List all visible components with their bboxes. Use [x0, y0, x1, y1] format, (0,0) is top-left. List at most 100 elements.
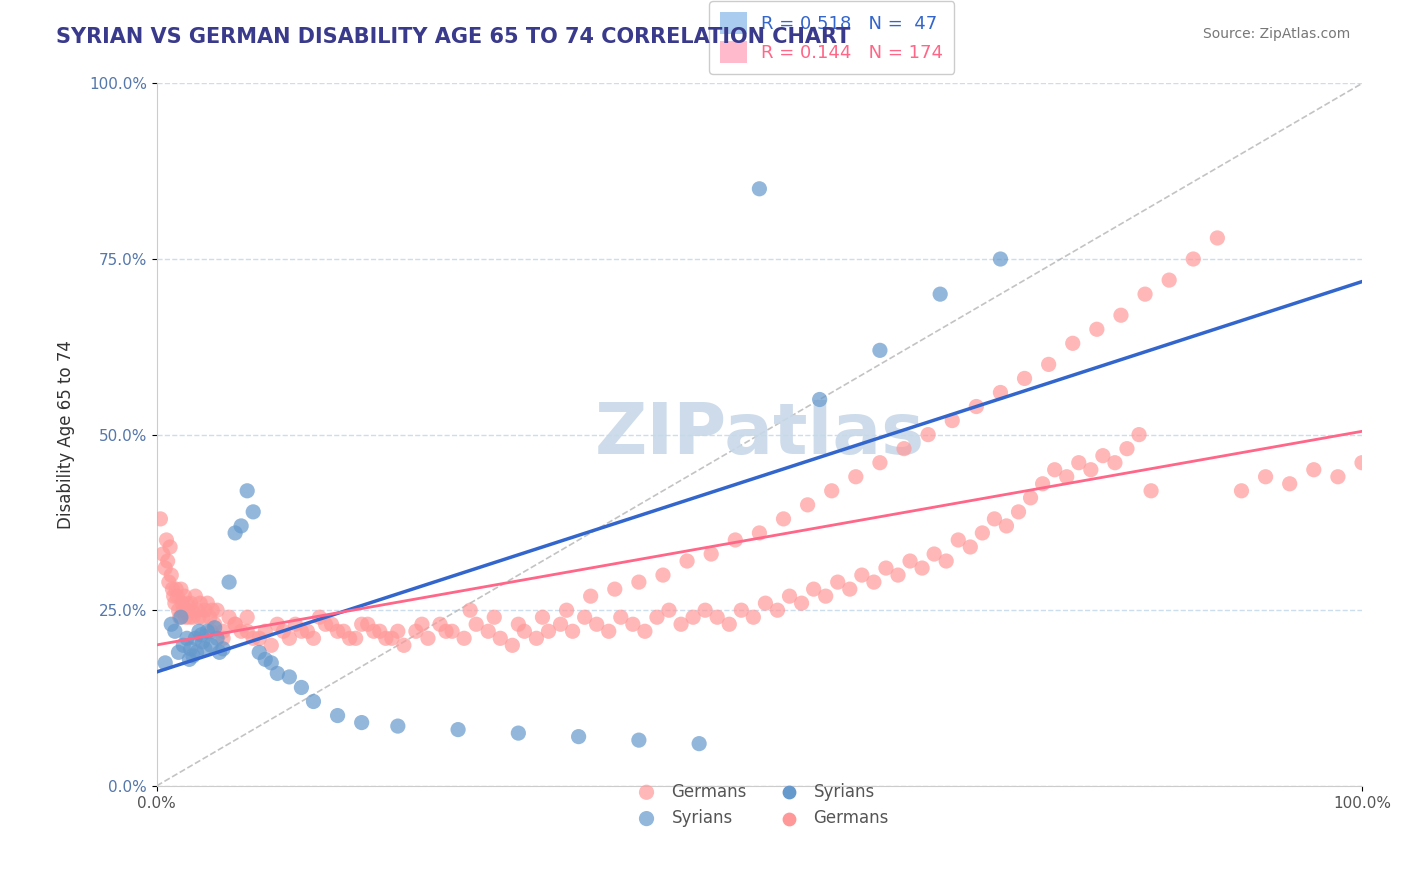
- Germans: [821, 483, 844, 498]
- Syrians: [260, 656, 283, 670]
- Germans: [181, 610, 204, 624]
- Germans: [194, 603, 217, 617]
- Germans: [387, 624, 409, 639]
- Syrians: [212, 641, 235, 656]
- Germans: [1091, 449, 1114, 463]
- Germans: [537, 624, 560, 639]
- Germans: [167, 603, 190, 617]
- Germans: [922, 547, 945, 561]
- Germans: [149, 512, 172, 526]
- Germans: [574, 610, 596, 624]
- Germans: [163, 596, 186, 610]
- Germans: [212, 632, 235, 646]
- Germans: [339, 632, 361, 646]
- Germans: [191, 610, 214, 624]
- Germans: [204, 617, 226, 632]
- Germans: [724, 533, 747, 547]
- Syrians: [155, 656, 177, 670]
- Germans: [278, 632, 301, 646]
- Syrians: [181, 648, 204, 663]
- Germans: [790, 596, 813, 610]
- Germans: [363, 624, 385, 639]
- Germans: [1104, 456, 1126, 470]
- Syrians: [176, 632, 198, 646]
- Germans: [1056, 469, 1078, 483]
- Germans: [526, 632, 548, 646]
- Germans: [1080, 463, 1102, 477]
- Germans: [917, 427, 939, 442]
- Germans: [748, 525, 770, 540]
- Germans: [200, 624, 222, 639]
- Syrians: [204, 621, 226, 635]
- Germans: [169, 610, 191, 624]
- Germans: [579, 589, 602, 603]
- Germans: [803, 582, 825, 596]
- Syrians: [224, 525, 246, 540]
- Syrians: [929, 287, 952, 301]
- Germans: [1278, 476, 1301, 491]
- Germans: [157, 575, 180, 590]
- Germans: [187, 603, 209, 617]
- Germans: [266, 617, 288, 632]
- Syrians: [218, 575, 240, 590]
- Germans: [658, 603, 681, 617]
- Syrians: [167, 645, 190, 659]
- Germans: [260, 638, 283, 652]
- Germans: [302, 632, 325, 646]
- Germans: [972, 525, 994, 540]
- Germans: [561, 624, 583, 639]
- Germans: [827, 575, 849, 590]
- Germans: [700, 547, 723, 561]
- Germans: [155, 533, 177, 547]
- Germans: [887, 568, 910, 582]
- Syrians: [191, 635, 214, 649]
- Germans: [176, 596, 198, 610]
- Germans: [695, 603, 717, 617]
- Germans: [489, 632, 512, 646]
- Germans: [224, 617, 246, 632]
- Syrians: [231, 519, 253, 533]
- Germans: [585, 617, 607, 632]
- Germans: [368, 624, 391, 639]
- Germans: [772, 512, 794, 526]
- Syrians: [290, 681, 312, 695]
- Germans: [212, 624, 235, 639]
- Germans: [188, 610, 211, 624]
- Germans: [1085, 322, 1108, 336]
- Germans: [242, 632, 264, 646]
- Syrians: [184, 632, 207, 646]
- Germans: [1302, 463, 1324, 477]
- Germans: [941, 413, 963, 427]
- Germans: [159, 540, 181, 554]
- Y-axis label: Disability Age 65 to 74: Disability Age 65 to 74: [58, 340, 75, 529]
- Germans: [645, 610, 668, 624]
- Germans: [416, 632, 439, 646]
- Germans: [236, 624, 259, 639]
- Germans: [513, 624, 536, 639]
- Germans: [177, 603, 200, 617]
- Germans: [218, 610, 240, 624]
- Germans: [676, 554, 699, 568]
- Germans: [165, 582, 187, 596]
- Germans: [1109, 308, 1132, 322]
- Germans: [1019, 491, 1042, 505]
- Syrians: [180, 641, 202, 656]
- Germans: [1128, 427, 1150, 442]
- Syrians: [990, 252, 1012, 266]
- Germans: [315, 617, 337, 632]
- Germans: [1182, 252, 1205, 266]
- Syrians: [278, 670, 301, 684]
- Germans: [814, 589, 837, 603]
- Germans: [501, 638, 523, 652]
- Germans: [550, 617, 572, 632]
- Germans: [995, 519, 1018, 533]
- Syrians: [247, 645, 270, 659]
- Germans: [1230, 483, 1253, 498]
- Syrians: [160, 617, 183, 632]
- Germans: [201, 603, 224, 617]
- Syrians: [508, 726, 530, 740]
- Germans: [875, 561, 897, 575]
- Germans: [205, 603, 228, 617]
- Syrians: [200, 638, 222, 652]
- Germans: [965, 400, 987, 414]
